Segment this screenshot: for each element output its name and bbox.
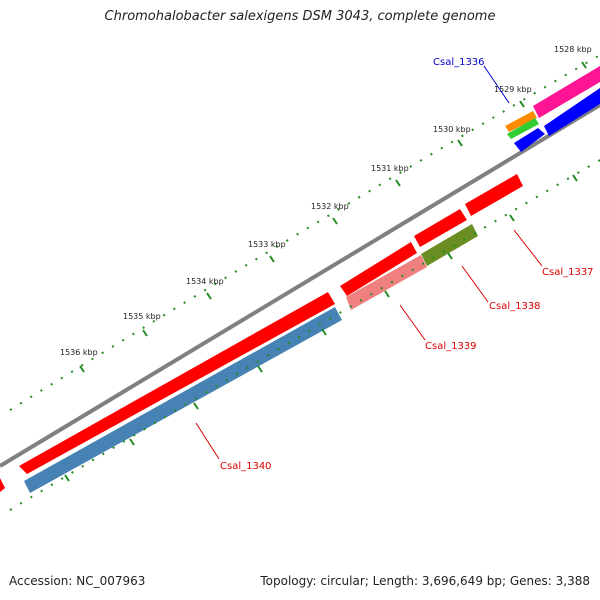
scale-label-1536: 1536 kbp xyxy=(60,348,98,357)
gene-label-csal-1339[interactable]: Csal_1339 xyxy=(399,304,477,352)
gene-label-text: Csal_1337 xyxy=(542,267,594,278)
feature-1339-pink xyxy=(346,255,427,310)
scale-label-1529: 1529 kbp xyxy=(494,85,532,94)
scale-label-1534: 1534 kbp xyxy=(186,277,224,286)
gene-arrow-1337-red xyxy=(465,174,523,216)
feature-1338-olive xyxy=(421,224,478,266)
gene-label-csal-1340[interactable]: Csal_1340 xyxy=(195,422,272,472)
scale-labels: 1528 kbp 1529 kbp 1530 kbp 1531 kbp 1532… xyxy=(60,45,592,357)
gene-arrow-1338-red xyxy=(414,209,467,247)
scale-label-1535: 1535 kbp xyxy=(123,312,161,321)
scale-label-1531: 1531 kbp xyxy=(371,164,409,173)
genome-backbone xyxy=(0,103,600,468)
feature-1340-steel xyxy=(24,307,342,493)
gene-label-csal-1337[interactable]: Csal_1337 xyxy=(513,229,594,278)
gene-arrow-1336-orange xyxy=(505,111,537,132)
scale-label-1532: 1532 kbp xyxy=(311,202,349,211)
outer-tick-ring xyxy=(9,54,600,411)
feature-1336-green xyxy=(507,118,539,139)
gene-arrow-edge-red xyxy=(0,478,5,492)
scale-label-1533: 1533 kbp xyxy=(248,240,286,249)
accession-text: Accession: NC_007963 xyxy=(9,574,146,588)
gene-label-text: Csal_1338 xyxy=(489,301,541,312)
outer-major-ticks xyxy=(79,61,587,373)
gene-arrow-1340-red xyxy=(19,292,335,474)
inner-tick-ring xyxy=(9,159,600,511)
feature-1336-blue xyxy=(514,128,545,152)
feature-1528-blue xyxy=(544,88,600,136)
gene-arrow-1339-red xyxy=(340,242,417,296)
scale-label-1530: 1530 kbp xyxy=(433,125,471,134)
gene-label-csal-1336[interactable]: Csal_1336 xyxy=(433,57,510,104)
gene-label-text: Csal_1339 xyxy=(425,341,477,352)
inner-major-ticks xyxy=(64,174,578,482)
gene-label-csal-1338[interactable]: Csal_1338 xyxy=(461,265,541,312)
genome-summary-text: Topology: circular; Length: 3,696,649 bp… xyxy=(260,574,590,588)
scale-label-1528: 1528 kbp xyxy=(554,45,592,54)
gene-label-text: Csal_1340 xyxy=(220,461,272,472)
gene-arrow-1528-magenta xyxy=(533,66,600,118)
gene-label-text: Csal_1336 xyxy=(433,57,485,68)
map-title: Chromohalobacter salexigens DSM 3043, co… xyxy=(104,9,496,24)
